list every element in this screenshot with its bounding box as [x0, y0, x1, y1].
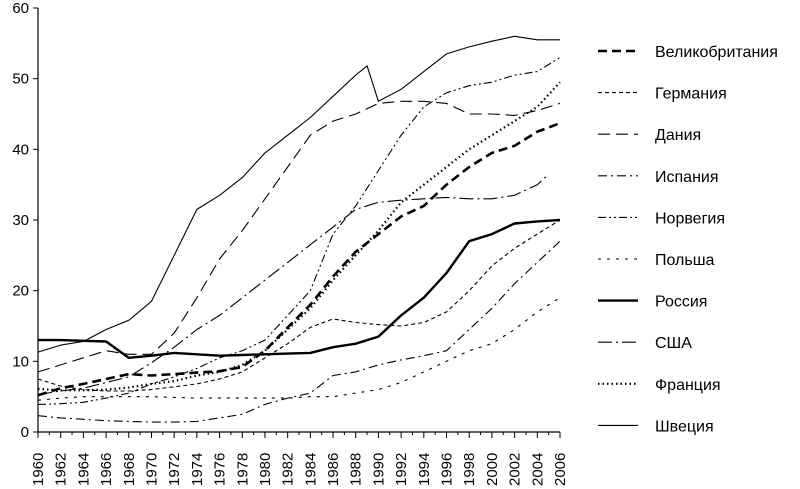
legend-label: Франция [655, 377, 721, 394]
x-tick-label: 1998 [461, 453, 478, 486]
y-tick-label: 10 [12, 353, 29, 370]
x-tick-label: 1990 [370, 453, 387, 486]
y-tick-label: 30 [12, 212, 29, 229]
series-line [37, 35, 560, 353]
plot-lines [37, 35, 561, 423]
x-tick-label: 1970 [143, 453, 160, 486]
legend-label: Россия [655, 294, 707, 311]
x-tick-label: 2006 [552, 453, 569, 486]
series-line [37, 121, 561, 397]
x-tick-label: 1960 [30, 453, 47, 486]
series-line [38, 218, 561, 359]
legend-label: США [655, 335, 692, 352]
series-line [37, 57, 561, 405]
x-tick-label: 1968 [121, 453, 138, 486]
series-line [37, 173, 550, 396]
legend-label: Дания [655, 127, 701, 144]
x-tick-label: 1976 [212, 453, 229, 486]
legend-label: Великобритания [655, 44, 778, 61]
x-tick-label: 1980 [257, 453, 274, 486]
x-tick-label: 1962 [53, 453, 70, 486]
series-line [37, 297, 561, 401]
y-tick-label: 40 [12, 141, 29, 158]
series-line [37, 240, 561, 423]
x-tick-label: 1978 [234, 453, 251, 486]
legend-label: Норвегия [655, 210, 725, 227]
y-tick-label: 20 [12, 283, 29, 300]
x-tick-label: 1972 [166, 453, 183, 486]
x-tick-label: 1986 [325, 453, 342, 486]
y-tick-label: 60 [12, 0, 29, 17]
x-tick-label: 1988 [348, 453, 365, 486]
legend-label: Испания [655, 169, 719, 186]
x-tick-label: 1992 [393, 453, 410, 486]
legend-label: Германия [655, 86, 727, 103]
legend-label: Польша [655, 252, 715, 269]
legend-label: Швеция [655, 418, 714, 435]
legend: Великобритания Германия Дания Испания Норвег… [598, 44, 778, 435]
x-tick-label: 1984 [302, 453, 319, 486]
x-tick-label: 1964 [75, 453, 92, 486]
series-line [37, 81, 561, 392]
axes: 0 10 20 30 40 50 60 1960 1962 1964 1966 1968 1970 197… [12, 0, 569, 486]
x-tick-label: 1966 [98, 453, 115, 486]
series-line [37, 219, 561, 392]
x-tick-label: 2004 [529, 453, 546, 486]
x-tick-label: 2002 [507, 453, 524, 486]
y-tick-label: 50 [12, 71, 29, 88]
x-tick-label: 1974 [189, 453, 206, 486]
x-tick-label: 1982 [280, 453, 297, 486]
x-tick-label: 1996 [439, 453, 456, 486]
x-tick-label: 1994 [416, 453, 433, 486]
y-tick-label: 0 [21, 424, 29, 441]
x-tick-label: 2000 [484, 453, 501, 486]
